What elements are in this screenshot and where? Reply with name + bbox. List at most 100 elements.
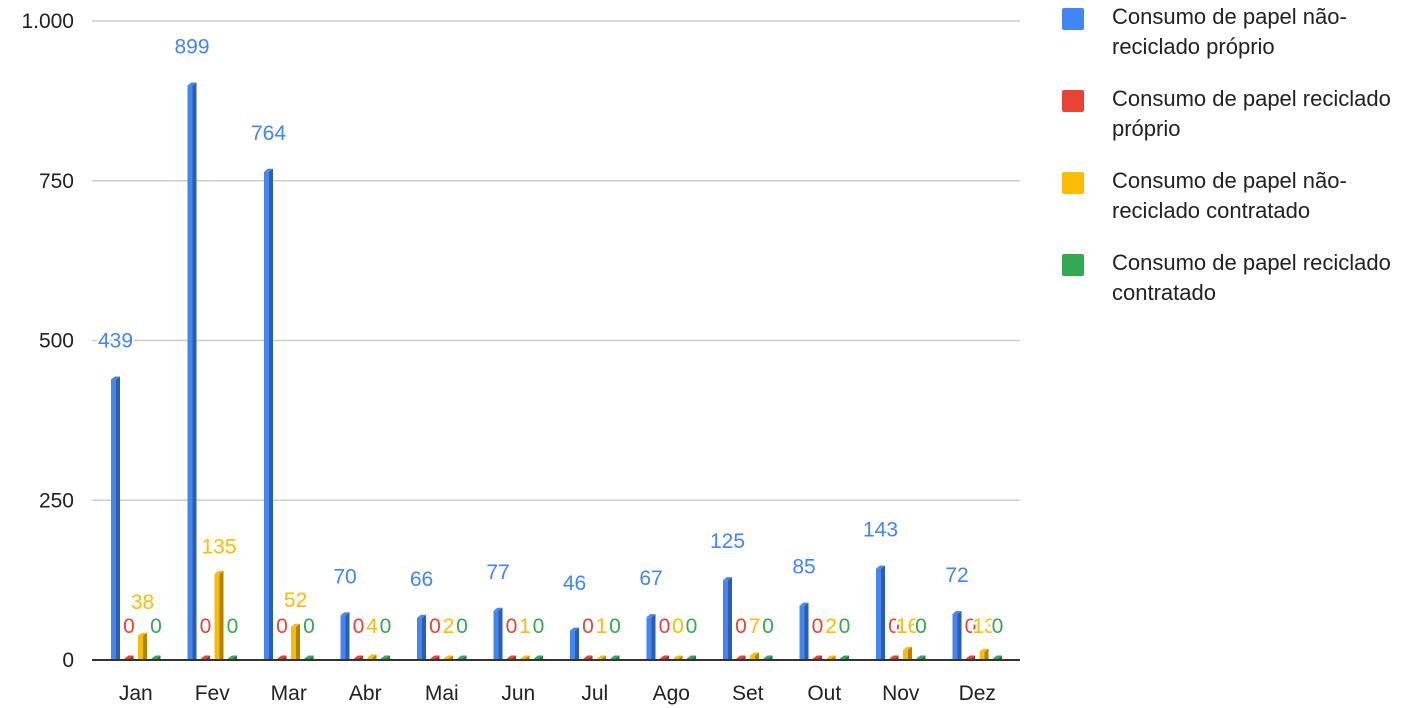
data-label: 0 — [150, 615, 162, 638]
bar-side — [345, 612, 350, 660]
bar-side — [741, 655, 746, 660]
y-tick-label: 500 — [39, 330, 74, 353]
data-label: 0 — [839, 615, 851, 638]
bar-side — [998, 655, 1002, 660]
bar-top — [889, 655, 899, 659]
bar — [952, 613, 958, 660]
bar — [187, 85, 193, 660]
bar-top — [840, 655, 849, 659]
legend-label-series-3: Consumo de papel não-reciclado contratad… — [1112, 168, 1347, 223]
x-tick-label: Jun — [501, 682, 535, 705]
bar-top — [597, 655, 606, 659]
bar-top — [381, 655, 390, 659]
legend-item-series-1[interactable]: Consumo de papel não-reciclado próprio — [1062, 2, 1428, 84]
bar-top — [304, 655, 314, 659]
bar-top — [813, 655, 822, 659]
bar-side — [881, 565, 885, 660]
bar-top — [660, 655, 669, 659]
bar — [723, 580, 728, 660]
bar-side — [651, 614, 656, 660]
data-label: 764 — [251, 122, 286, 145]
bar-top — [138, 632, 147, 636]
data-label: 7 — [749, 615, 761, 638]
data-label: 16 — [896, 615, 919, 638]
bar-side — [818, 655, 822, 660]
data-label: 0 — [812, 615, 824, 638]
bar-side — [435, 655, 440, 660]
y-tick-label: 1.000 — [21, 10, 74, 33]
data-label: 0 — [380, 615, 392, 638]
bar-top — [277, 655, 287, 659]
data-label: 1 — [519, 615, 531, 638]
bar — [214, 573, 220, 660]
data-label: 0 — [686, 615, 698, 638]
bar-side — [449, 655, 453, 660]
data-label: 0 — [276, 615, 288, 638]
bar-side — [539, 655, 543, 660]
legend-swatch-series-4 — [1062, 254, 1084, 276]
y-tick-label: 250 — [39, 489, 74, 512]
bar-top — [646, 614, 656, 618]
bar-side — [192, 82, 197, 660]
bar — [903, 649, 908, 660]
data-label: 899 — [174, 36, 209, 59]
data-label: 0 — [965, 615, 977, 638]
bar-side — [615, 655, 620, 660]
data-label: 85 — [792, 556, 815, 579]
bar-top — [417, 614, 426, 618]
bar-top — [570, 627, 579, 631]
bar-side — [386, 655, 390, 660]
data-label: 66 — [410, 568, 433, 591]
data-label: 1 — [596, 615, 608, 638]
bar-side — [498, 607, 503, 660]
bar-side — [845, 655, 849, 660]
legend-swatch-series-1 — [1062, 8, 1084, 30]
bar-side — [957, 610, 962, 660]
bar-top — [291, 623, 300, 627]
data-label: 70 — [333, 565, 356, 588]
bar-top — [673, 655, 683, 659]
bar-side — [512, 655, 516, 660]
x-tick-label: Mar — [271, 682, 307, 705]
data-label: 135 — [201, 536, 236, 559]
x-tick-label: Out — [807, 682, 841, 705]
x-tick-label: Dez — [959, 682, 996, 705]
legend-item-series-3[interactable]: Consumo de papel não-reciclado contratad… — [1062, 166, 1428, 248]
legend-item-series-4[interactable]: Consumo de papel reciclado contratado — [1062, 248, 1428, 330]
legend-item-series-2[interactable]: Consumo de papel reciclado próprio — [1062, 84, 1428, 166]
bar-top — [354, 655, 363, 659]
bar-top — [916, 655, 926, 659]
data-label: 0 — [735, 615, 747, 638]
bar-side — [728, 577, 732, 660]
y-tick-label: 750 — [39, 170, 74, 193]
bar — [646, 617, 652, 660]
bar — [750, 655, 755, 660]
legend-label-series-4: Consumo de papel reciclado contratado — [1112, 250, 1391, 305]
bar-side — [588, 655, 593, 660]
bar-top — [187, 82, 197, 86]
data-label: 0 — [659, 615, 671, 638]
data-label: 0 — [200, 615, 212, 638]
bar-side — [678, 655, 683, 660]
data-label: 439 — [98, 329, 133, 352]
data-label: 0 — [227, 615, 239, 638]
bar-top — [457, 655, 467, 659]
bar — [876, 568, 881, 660]
bar-side — [602, 655, 606, 660]
bar — [291, 626, 296, 660]
bar-top — [736, 655, 746, 659]
bar-side — [143, 632, 147, 660]
bar — [367, 657, 373, 660]
bar-top — [799, 602, 809, 606]
data-label: 125 — [710, 530, 745, 553]
bar-side — [755, 652, 759, 660]
bar — [111, 379, 116, 660]
bar-side — [894, 655, 899, 660]
bar-top — [201, 655, 210, 659]
bar-side — [665, 655, 669, 660]
data-label: 13 — [972, 615, 995, 638]
bar-side — [804, 602, 809, 660]
bar-top — [111, 376, 120, 380]
bar-top — [750, 652, 759, 656]
